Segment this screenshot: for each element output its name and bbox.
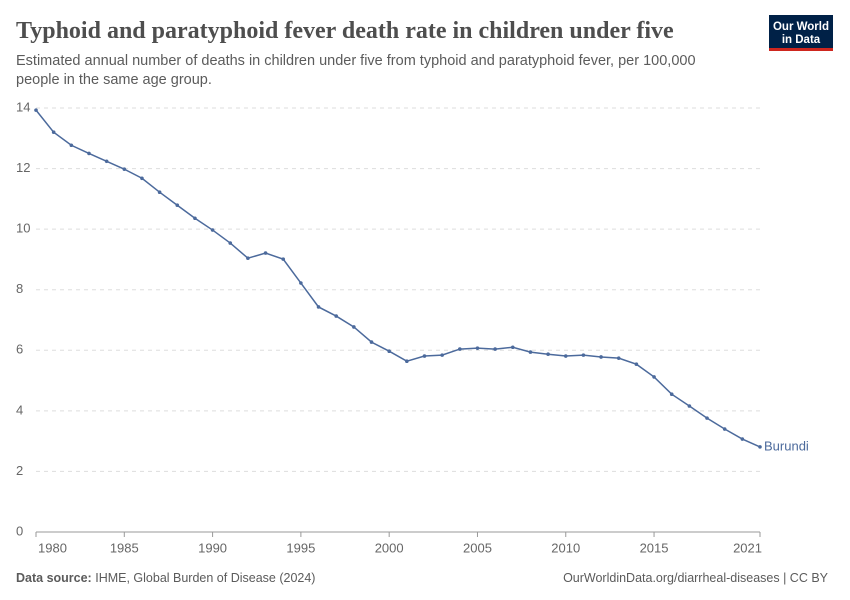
y-tick-label: 10 xyxy=(16,221,30,236)
point xyxy=(758,445,762,449)
logo-box xyxy=(769,15,833,51)
y-tick-label: 8 xyxy=(16,281,23,296)
point xyxy=(616,356,621,360)
point xyxy=(546,352,550,357)
x-tick-label: 1990 xyxy=(198,540,227,555)
point xyxy=(299,281,303,285)
point xyxy=(475,346,480,350)
x-tick-label: 2015 xyxy=(640,540,669,555)
point xyxy=(669,392,674,397)
point xyxy=(687,404,692,408)
point xyxy=(87,151,91,156)
point xyxy=(563,354,568,358)
y-tick-label: 4 xyxy=(16,402,23,417)
logo-bar xyxy=(769,48,833,51)
point xyxy=(210,228,215,232)
source-text: IHME, Global Burden of Disease (2024) xyxy=(95,571,315,585)
y-tick-label: 6 xyxy=(16,342,23,357)
point xyxy=(51,130,56,135)
point xyxy=(175,203,180,208)
source: Data source: IHME, Global Burden of Dise… xyxy=(16,571,315,585)
point xyxy=(334,314,338,318)
source-label: Data source: xyxy=(16,571,92,585)
x-tick-label: 1980 xyxy=(38,540,67,555)
url[interactable]: OurWorldinData.org/diarrheal-diseases | … xyxy=(563,571,829,585)
point xyxy=(228,241,233,245)
x-tick-label: 2021 xyxy=(733,540,762,555)
subtitle: people in the same age group. xyxy=(16,72,212,88)
x-tick-label: 2000 xyxy=(375,540,404,555)
logo[interactable]: Our World in Data xyxy=(769,15,833,51)
y-tick-label: 0 xyxy=(16,523,23,538)
point xyxy=(316,305,321,309)
point xyxy=(369,340,374,344)
x-tick-label: 1985 xyxy=(110,540,139,555)
point xyxy=(193,216,197,221)
point xyxy=(599,355,603,359)
point xyxy=(122,167,127,171)
point xyxy=(157,190,162,194)
point xyxy=(352,325,356,329)
point xyxy=(740,437,745,441)
x-tick-label: 2010 xyxy=(551,540,580,555)
point xyxy=(705,416,709,420)
point xyxy=(422,354,427,358)
y-tick-label: 12 xyxy=(16,160,30,175)
point xyxy=(140,176,144,181)
point xyxy=(581,353,586,357)
point xyxy=(510,345,515,350)
point xyxy=(104,159,109,164)
point xyxy=(634,362,639,367)
point xyxy=(528,350,533,354)
point xyxy=(69,143,74,148)
logo-text: in Data xyxy=(782,34,821,46)
x-tick-label: 1995 xyxy=(286,540,315,555)
point xyxy=(246,256,250,261)
y-tick-label: 14 xyxy=(16,99,30,114)
point xyxy=(652,375,656,379)
y-tick-label: 2 xyxy=(16,463,23,478)
point xyxy=(722,427,727,431)
point xyxy=(281,257,286,261)
point xyxy=(405,359,409,363)
series-label: Burundi xyxy=(764,438,809,453)
chart-title: Typhoid and paratyphoid fever death rate… xyxy=(16,18,674,44)
point xyxy=(493,347,497,351)
point xyxy=(34,108,38,112)
point xyxy=(387,349,391,353)
subtitle: Estimated annual number of deaths in chi… xyxy=(16,53,696,69)
x-tick-label: 2005 xyxy=(463,540,492,555)
series-line xyxy=(35,109,761,448)
point xyxy=(440,353,444,357)
point xyxy=(458,347,462,351)
point xyxy=(263,251,268,255)
logo-text: Our World xyxy=(773,21,829,33)
